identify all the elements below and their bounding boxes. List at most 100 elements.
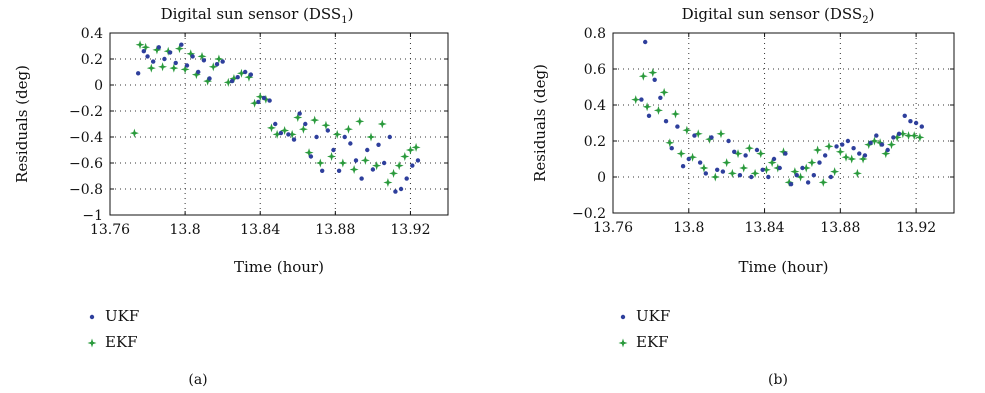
legend-label-ukf: UKF — [105, 307, 139, 325]
data-point-ekf — [377, 119, 387, 129]
data-point-ukf — [840, 142, 845, 147]
data-point-ukf — [135, 71, 141, 76]
data-point-ukf — [703, 171, 709, 176]
y-tick-label: 0 — [94, 78, 103, 94]
data-point-ukf — [777, 165, 782, 171]
legend: UKF EKF — [618, 307, 670, 351]
data-point-ukf — [415, 158, 421, 163]
data-point-ekf — [343, 124, 353, 134]
data-point-ukf — [652, 77, 657, 83]
data-point-ekf — [146, 63, 156, 73]
data-point-ukf — [862, 153, 868, 158]
chart-title-main: Digital sun sensor (DSS — [161, 5, 342, 23]
data-point-ukf — [697, 160, 703, 165]
x-tick-label: 13.8 — [673, 220, 704, 236]
data-point-ukf — [336, 168, 342, 173]
data-point-ukf — [908, 119, 913, 124]
x-tick-label: 13.76 — [593, 220, 633, 236]
y-tick-label: 0.2 — [584, 134, 606, 150]
data-point-ekf — [394, 161, 404, 171]
data-point-ukf — [737, 173, 743, 178]
data-point-ukf — [913, 120, 919, 126]
y-tick-label: 0 — [597, 170, 606, 186]
series-ukf — [639, 39, 924, 187]
data-point-ukf — [319, 168, 325, 173]
y-axis-label: Residuals (deg) — [13, 65, 31, 183]
data-point-ukf — [291, 137, 297, 142]
data-point-ekf — [298, 124, 308, 134]
data-point-ukf — [325, 128, 331, 133]
data-point-ekf — [332, 129, 342, 139]
data-point-ukf — [404, 176, 409, 181]
x-tick-label: 13.92 — [390, 222, 430, 238]
data-point-ukf — [805, 180, 811, 185]
data-point-ukf — [828, 174, 834, 180]
plot-frame — [612, 32, 955, 214]
data-point-ukf — [314, 134, 319, 140]
data-point-ukf — [167, 50, 173, 55]
y-tick-label: 0.2 — [81, 52, 103, 68]
data-point-ekf — [744, 143, 754, 153]
legend-label-ekf: EKF — [636, 333, 669, 351]
data-point-ukf — [376, 142, 381, 147]
data-point-ekf — [400, 152, 410, 161]
data-point-ekf — [648, 68, 658, 78]
panel-caption: (a) — [188, 372, 207, 388]
data-point-ukf — [393, 189, 398, 194]
data-point-ukf — [680, 164, 686, 169]
legend-label-ukf: UKF — [636, 307, 670, 325]
data-point-ukf — [714, 167, 720, 172]
x-tick-label: 13.84 — [745, 220, 785, 236]
data-point-ekf — [129, 128, 139, 138]
data-point-ukf — [675, 124, 680, 129]
data-point-ekf — [327, 152, 337, 161]
y-tick-label: −0.4 — [69, 130, 103, 146]
data-point-ukf — [370, 167, 376, 172]
data-point-ekf — [852, 168, 862, 178]
x-tick-label: 13.84 — [240, 222, 280, 238]
data-point-ekf — [676, 149, 686, 159]
data-point-ukf — [235, 75, 240, 80]
data-point-ukf — [348, 141, 353, 146]
data-point-ukf — [754, 147, 760, 153]
legend-marker-ekf — [618, 338, 628, 348]
x-tick-label: 13.88 — [315, 222, 355, 238]
data-point-ukf — [658, 95, 663, 101]
data-point-ukf — [851, 146, 856, 151]
y-tick-label: −0.2 — [69, 104, 103, 120]
data-point-ukf — [207, 76, 212, 81]
data-point-ekf — [642, 102, 652, 112]
data-point-ukf — [646, 113, 652, 119]
data-point-ukf — [303, 121, 308, 127]
data-point-ukf — [256, 99, 261, 105]
data-point-ukf — [297, 111, 302, 116]
data-point-ekf — [835, 147, 845, 157]
data-point-ekf — [824, 141, 834, 151]
data-point-ukf — [891, 135, 896, 140]
data-point-ekf — [909, 131, 919, 141]
data-point-ekf — [841, 152, 851, 162]
data-point-ukf — [709, 135, 714, 140]
data-point-ekf — [383, 178, 393, 187]
data-point-ukf — [278, 130, 284, 136]
data-point-ekf — [653, 105, 663, 115]
data-point-ekf — [638, 71, 648, 81]
data-point-ekf — [310, 115, 320, 125]
chart-panel-a: 13.76 13.8 13.84 13.88 13.92 −1 −0.8 −0.6 −0.4 −0… — [13, 5, 449, 388]
data-point-ukf — [173, 60, 178, 66]
data-point-ukf — [162, 56, 167, 62]
data-point-ekf — [716, 129, 726, 139]
data-point-ukf — [902, 113, 907, 119]
data-point-ukf — [201, 58, 207, 63]
data-point-ekf — [665, 138, 675, 148]
legend-marker-ukf — [620, 314, 626, 320]
data-point-ekf — [631, 95, 641, 105]
data-point-ekf — [349, 165, 359, 174]
data-point-ukf — [896, 131, 902, 136]
data-point-ukf — [879, 142, 885, 147]
chart-title-end: ) — [869, 5, 875, 23]
data-point-ukf — [261, 95, 267, 101]
data-point-ukf — [145, 54, 150, 59]
data-point-ukf — [857, 151, 862, 156]
